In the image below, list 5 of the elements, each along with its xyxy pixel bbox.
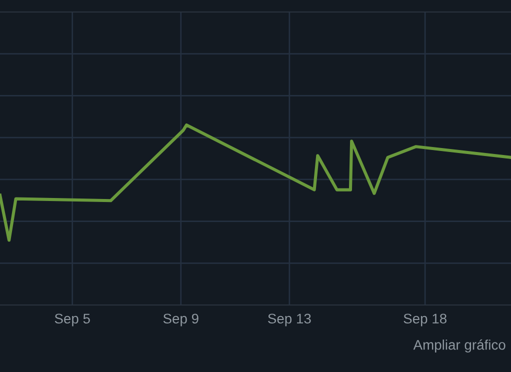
x-tick-label: Sep 13 [268, 314, 311, 326]
x-tick-label: Sep 18 [404, 314, 446, 326]
x-tick-label: Sep 9 [163, 314, 198, 326]
x-tick-label: Sep 5 [54, 314, 90, 326]
text: Ampliar gráfico [413, 339, 506, 353]
